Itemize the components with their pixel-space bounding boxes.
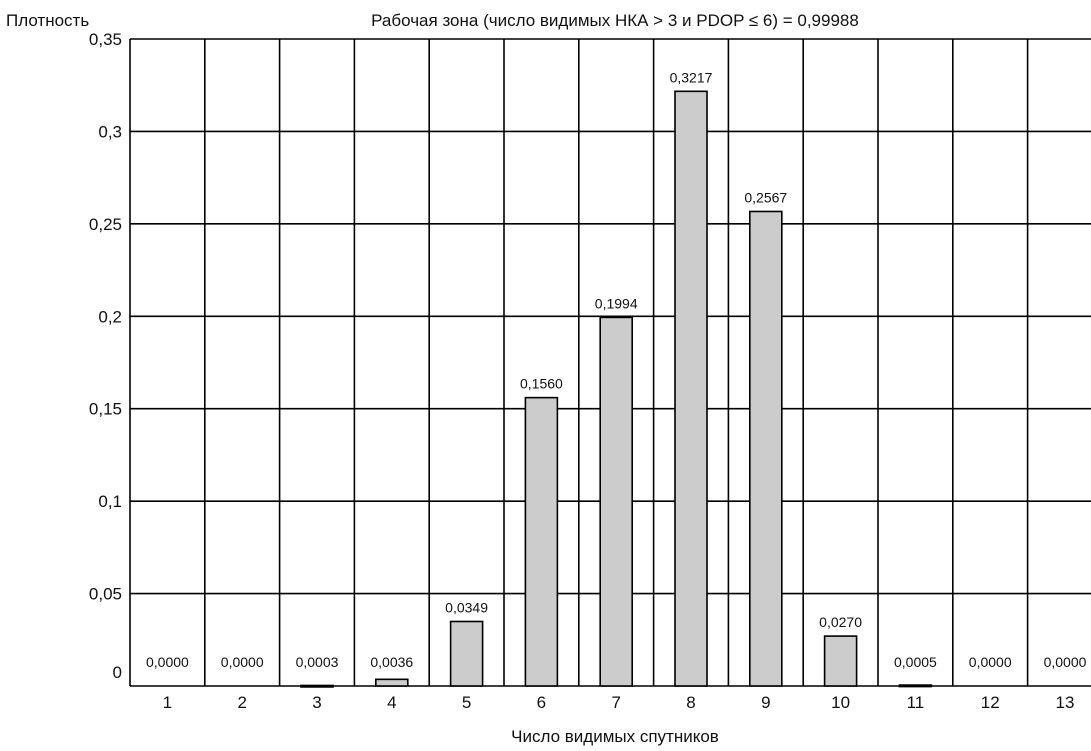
x-tick-label-9: 9 <box>761 693 770 712</box>
bar-6 <box>524 396 559 687</box>
data-label-2: 0,0000 <box>221 654 264 670</box>
data-label-4: 0,0036 <box>370 654 413 670</box>
data-label-9: 0,2567 <box>744 189 787 205</box>
y-tick-label-5: 0,25 <box>89 215 122 234</box>
data-label-5: 0,0349 <box>445 599 488 615</box>
data-labels: 0,0000 0,0000 0,0003 0,0036 0,0349 0,1560 0,19… <box>146 69 1087 670</box>
y-tick-label-6: 0,3 <box>98 122 122 141</box>
x-tick-label-2: 2 <box>237 693 246 712</box>
y-tick-label-1: 0,05 <box>89 585 122 604</box>
bars <box>300 90 933 688</box>
y-tick-label-0: 0 <box>113 663 122 682</box>
x-tick-label-11: 11 <box>907 693 925 712</box>
data-label-7: 0,1994 <box>595 295 638 311</box>
y-tick-label-4: 0,2 <box>98 307 122 326</box>
x-tick-label-12: 12 <box>981 693 1000 712</box>
bar-5 <box>449 620 484 687</box>
bar-11 <box>898 684 933 688</box>
data-label-1: 0,0000 <box>146 654 189 670</box>
data-label-12: 0,0000 <box>969 654 1012 670</box>
x-tick-label-13: 13 <box>1056 693 1075 712</box>
data-label-10: 0,0270 <box>819 614 862 630</box>
x-tick-label-7: 7 <box>611 693 620 712</box>
x-axis-ticks: 1 2 3 4 5 6 7 8 9 10 11 12 13 <box>163 693 1075 712</box>
data-label-11: 0,0005 <box>894 654 937 670</box>
data-label-8: 0,3217 <box>670 69 713 85</box>
x-tick-label-1: 1 <box>163 693 172 712</box>
bar-8 <box>674 90 708 687</box>
bar-10 <box>823 635 858 687</box>
x-tick-label-5: 5 <box>462 693 471 712</box>
data-label-3: 0,0003 <box>296 654 339 670</box>
data-label-13: 0,0000 <box>1044 654 1087 670</box>
x-tick-label-6: 6 <box>537 693 546 712</box>
bar-9 <box>748 210 783 687</box>
x-tick-label-8: 8 <box>686 693 695 712</box>
y-axis-label: Плотность <box>6 11 89 30</box>
y-tick-label-2: 0,1 <box>98 492 122 511</box>
y-tick-label-7: 0,35 <box>89 30 122 49</box>
bar-3 <box>300 684 334 688</box>
x-tick-label-10: 10 <box>831 693 850 712</box>
bar-4 <box>374 678 409 687</box>
y-axis-ticks: 0 0,05 0,1 0,15 0,2 0,25 0,3 0,35 <box>89 30 122 682</box>
grid <box>129 38 1091 687</box>
x-tick-label-4: 4 <box>387 693 396 712</box>
bar-7 <box>599 316 634 687</box>
y-tick-label-3: 0,15 <box>89 400 122 419</box>
x-axis-label: Число видимых спутников <box>511 727 719 746</box>
x-tick-label-3: 3 <box>312 693 321 712</box>
data-label-6: 0,1560 <box>520 376 563 392</box>
chart-title: Рабочая зона (число видимых НКА > 3 и PD… <box>371 11 859 30</box>
